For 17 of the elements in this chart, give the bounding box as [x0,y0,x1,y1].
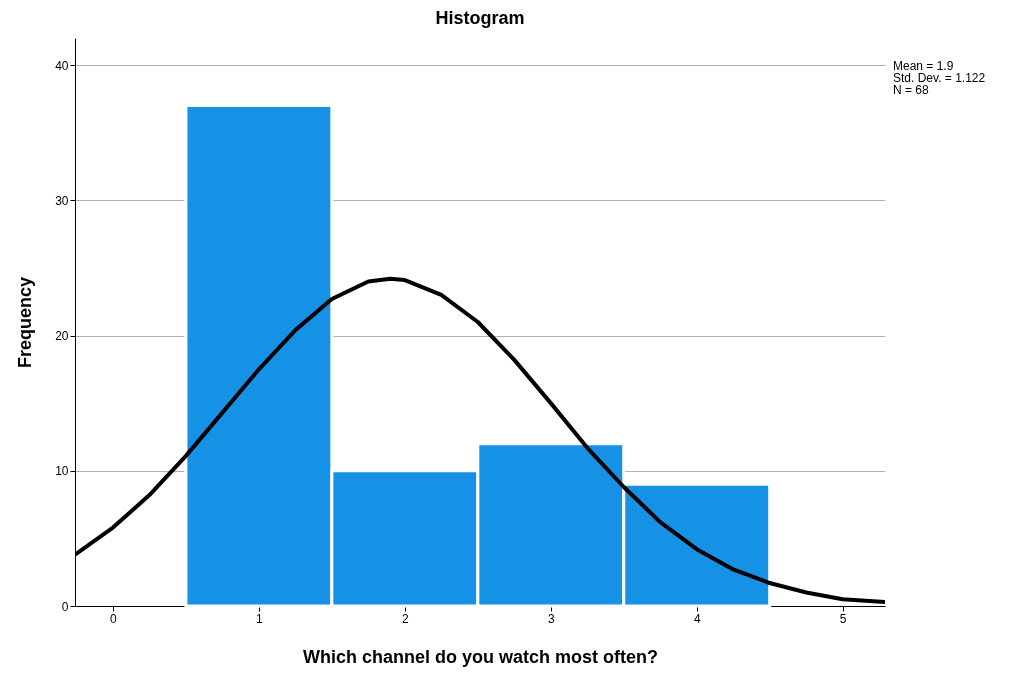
chart-title: Histogram [435,8,525,28]
y-axis-title: Frequency [15,276,36,369]
x-tick-label: 3 [547,611,555,626]
x-tick-label: 1 [256,611,264,626]
text: Mean = 1.9 [893,59,954,73]
x-tick-label: 2 [401,611,409,626]
y-tick-label: 0 [61,599,69,614]
text: Std. Dev. = 1.122 [893,71,986,85]
y-tick-label: 30 [55,193,69,208]
x-axis-title: Which channel do you watch most often? [302,646,659,667]
y-tick-label: 10 [55,464,69,479]
text: N = 68 [893,83,930,97]
x-tick-label: 0 [110,611,118,626]
x-tick-label: 5 [839,611,847,626]
y-tick-label: 20 [55,329,69,344]
y-tick-label: 40 [55,58,69,73]
x-tick-label: 4 [693,611,701,626]
